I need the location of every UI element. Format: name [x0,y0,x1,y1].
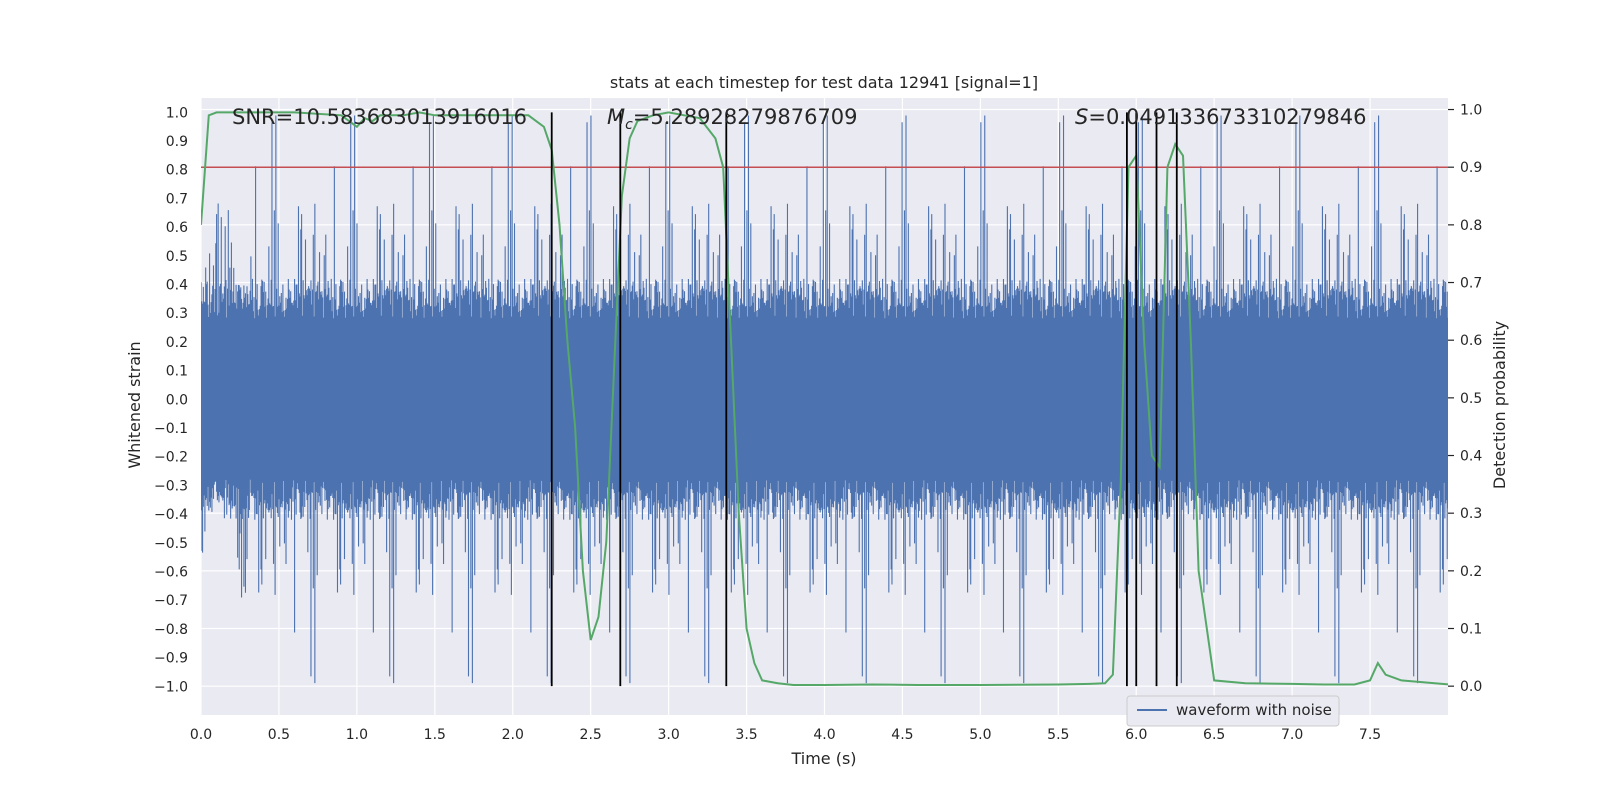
chirp-mass-subscript: c [625,117,633,133]
x-tick-label: 3.0 [657,727,679,743]
chirp-mass-symbol: M [607,105,625,129]
x-tick-label: 0.0 [190,727,212,743]
y-left-tick-label: 1.0 [166,105,188,121]
y-right-tick-label: 0.5 [1460,391,1482,407]
chirp-mass-annotation: Mc=5.28928279876709 [607,105,858,133]
legend-box [1126,695,1340,727]
y-right-tick-label: 1.0 [1460,103,1482,119]
s-annotation: S=0.049133673310279846 [1075,105,1366,129]
waveform-series [201,115,1448,684]
x-tick-label: 5.5 [1047,727,1069,743]
waveform-layer [201,115,1448,684]
y-left-axis-title: Whitened strain [125,341,144,468]
x-tick-label: 6.0 [1125,727,1147,743]
x-axis-title: Time (s) [790,749,856,768]
x-tick-label: 4.0 [813,727,835,743]
x-tick-label: 0.5 [268,727,290,743]
y-right-axis-ticks: 1.0 0.9 0.8 0.7 0.6 0.5 0.4 0.3 0.2 0.1 0.0 [1448,103,1482,695]
y-left-tick-label: 0.2 [166,335,188,351]
y-right-tick-label: 0.7 [1460,276,1482,292]
legend: waveform with noise [1126,695,1340,727]
y-right-tick-label: 0.6 [1460,333,1482,349]
x-tick-label: 2.0 [502,727,524,743]
y-left-tick-label: 0.1 [166,364,188,380]
chirp-mass-value: =5.28928279876709 [633,105,858,129]
s-symbol: S [1075,105,1088,129]
x-tick-label: 7.0 [1281,727,1303,743]
y-left-tick-label: −0.1 [154,421,188,437]
x-tick-label: 3.5 [735,727,757,743]
y-left-tick-label: −0.2 [154,450,188,466]
x-tick-label: 1.0 [346,727,368,743]
y-left-tick-label: 0.3 [166,306,188,322]
y-left-tick-label: 0.4 [166,278,188,294]
x-tick-label: 1.5 [424,727,446,743]
y-left-axis-ticks: 1.0 0.9 0.8 0.7 0.6 0.5 0.4 0.3 0.2 0.1 0.0 −0.1 −0.… [154,105,188,695]
y-left-tick-label: 0.7 [166,191,188,207]
x-tick-label: 2.5 [580,727,602,743]
probability-series [201,111,1448,687]
y-right-tick-label: 0.1 [1460,622,1482,638]
y-left-tick-label: 0.5 [166,249,188,265]
y-left-tick-label: −0.4 [154,507,188,523]
y-left-tick-label: 0.0 [166,392,188,408]
y-left-tick-label: −0.8 [154,622,188,638]
y-left-tick-label: 0.9 [166,134,188,150]
y-left-tick-label: 0.8 [166,163,188,179]
y-right-tick-label: 0.0 [1460,679,1482,695]
snr-annotation: SNR=10.583683013916016 [232,105,527,129]
y-left-tick-label: −0.3 [154,478,188,494]
x-tick-label: 4.5 [891,727,913,743]
y-left-tick-label: −0.6 [154,565,188,581]
s-value: =0.049133673310279846 [1088,105,1366,129]
y-right-tick-label: 0.4 [1460,449,1482,465]
chart-title: stats at each timestep for test data 129… [610,73,1038,92]
x-axis-ticks: 0.0 0.5 1.0 1.5 2.0 2.5 3.0 3.5 4.0 4.5 5.0 5.5 6.0 6… [190,727,1381,743]
x-tick-label: 6.5 [1203,727,1225,743]
y-left-tick-label: −0.9 [154,651,188,667]
y-right-tick-label: 0.9 [1460,160,1482,176]
x-tick-label: 7.5 [1359,727,1381,743]
legend-label: waveform with noise [1176,701,1332,719]
event-lines-layer [550,112,1178,687]
x-tick-label: 5.0 [969,727,991,743]
probability-layer [201,111,1448,687]
y-left-tick-label: −0.5 [154,536,188,552]
y-right-tick-label: 0.3 [1460,506,1482,522]
y-left-tick-label: −0.7 [154,593,188,609]
y-left-tick-label: 0.6 [166,220,188,236]
y-right-tick-label: 0.2 [1460,564,1482,580]
y-right-tick-label: 0.8 [1460,218,1482,234]
y-left-tick-label: −1.0 [154,679,188,695]
y-right-axis-title: Detection probability [1490,321,1509,489]
